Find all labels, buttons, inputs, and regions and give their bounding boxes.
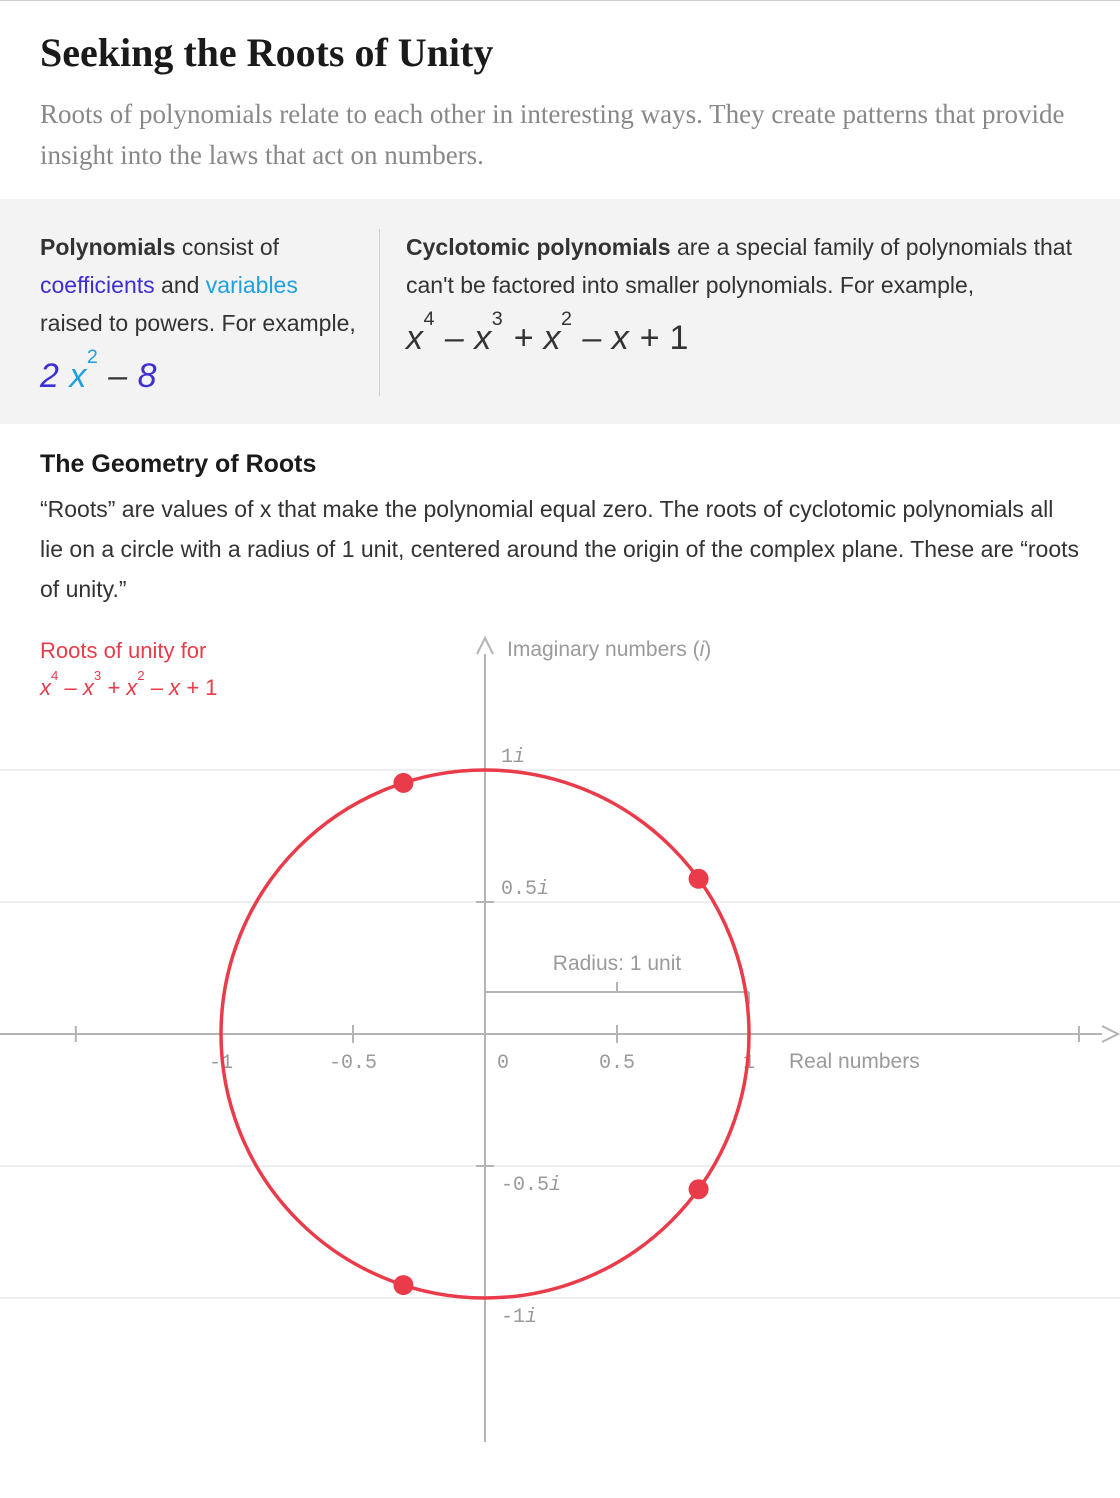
chart-caption-equation: x4 – x3 + x2 – x + 1	[40, 669, 217, 706]
svg-text:0: 0	[497, 1052, 509, 1075]
eq-coefficient: 2	[40, 357, 59, 395]
cyclotomic-equation: x4 – x3 + x2 – x + 1	[406, 319, 1080, 358]
page: Seeking the Roots of Unity Roots of poly…	[0, 0, 1120, 1440]
eq-constant: 8	[138, 357, 157, 395]
polynomials-t2: raised to powers. For example,	[40, 310, 356, 336]
svg-text:0.5: 0.5	[599, 1052, 635, 1075]
variables-word: variables	[206, 272, 298, 298]
chart: Roots of unity for x4 – x3 + x2 – x + 1 …	[0, 610, 1120, 1440]
svg-text:-0.5i: -0.5i	[501, 1174, 561, 1197]
svg-text:-0.5: -0.5	[329, 1052, 377, 1075]
polynomials-desc: Polynomials consist of coefficients and …	[40, 229, 357, 343]
eq-var-exp: 2	[87, 346, 98, 368]
info-panel-left: Polynomials consist of coefficients and …	[40, 229, 380, 396]
chart-caption-line1: Roots of unity for	[40, 632, 217, 669]
polynomials-t1: consist of	[175, 234, 279, 260]
polynomials-bold: Polynomials	[40, 234, 175, 260]
polynomials-and: and	[155, 272, 206, 298]
header: Seeking the Roots of Unity Roots of poly…	[0, 1, 1120, 199]
svg-text:0.5i: 0.5i	[501, 878, 549, 901]
svg-text:Imaginary numbers (i): Imaginary numbers (i)	[507, 638, 711, 661]
chart-svg: -1-0.500.51Real numbers-1i-0.5i0.5i1iIma…	[0, 632, 1120, 1442]
svg-text:Real numbers: Real numbers	[789, 1050, 920, 1073]
geometry-body: “Roots” are values of x that make the po…	[40, 489, 1080, 610]
eq-variable: x2	[69, 357, 98, 395]
info-panel-right: Cyclotomic polynomials are a special fam…	[380, 229, 1080, 396]
page-title: Seeking the Roots of Unity	[40, 29, 1080, 76]
info-panel: Polynomials consist of coefficients and …	[0, 199, 1120, 424]
svg-text:-1i: -1i	[501, 1306, 537, 1329]
svg-text:Radius: 1 unit: Radius: 1 unit	[553, 952, 682, 975]
coefficients-word: coefficients	[40, 272, 155, 298]
geometry-section: The Geometry of Roots “Roots” are values…	[0, 424, 1120, 610]
lede: Roots of polynomials relate to each othe…	[40, 94, 1080, 175]
geometry-heading: The Geometry of Roots	[40, 450, 1080, 479]
eq-op: –	[98, 357, 137, 395]
cyclotomic-desc: Cyclotomic polynomials are a special fam…	[406, 229, 1080, 305]
polynomial-equation: 2 x2 – 8	[40, 357, 357, 396]
chart-caption: Roots of unity for x4 – x3 + x2 – x + 1	[40, 632, 217, 707]
cyclotomic-bold: Cyclotomic polynomials	[406, 234, 671, 260]
svg-text:1i: 1i	[501, 746, 525, 769]
eq-var-base: x	[69, 357, 87, 395]
